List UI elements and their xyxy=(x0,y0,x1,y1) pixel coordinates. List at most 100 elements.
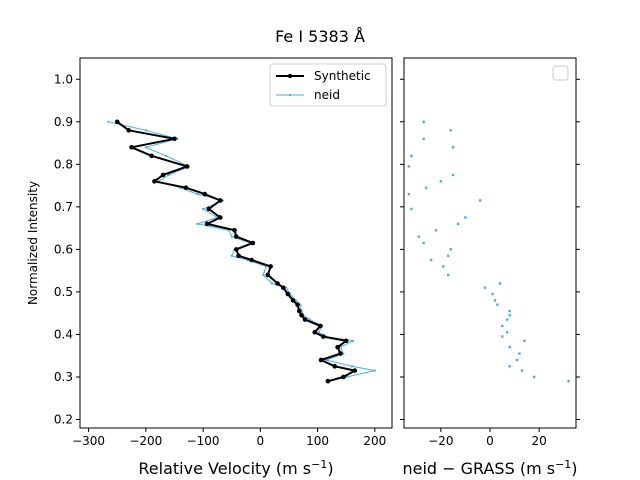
residual-point-33 xyxy=(439,180,443,183)
main-plot-frame xyxy=(79,57,393,429)
neid-series-line xyxy=(108,121,376,382)
chart-title-text: Fe I 5383 Å xyxy=(275,27,365,46)
x-axis-label-right: neid − GRASS (m s−1) xyxy=(402,458,577,478)
synthetic-point-5 xyxy=(338,351,343,356)
residual-point-19 xyxy=(447,273,450,277)
residual-point-31 xyxy=(407,192,411,196)
legend-neid-label: neid xyxy=(314,88,340,102)
neid-point-27 xyxy=(196,222,199,225)
neid-point-2 xyxy=(373,369,376,372)
neid-point-26 xyxy=(227,229,230,232)
residual-legend-box xyxy=(552,65,569,81)
synthetic-point-27 xyxy=(204,221,210,227)
neid-point-14 xyxy=(299,303,302,306)
synthetic-point-8 xyxy=(321,334,326,339)
neid-point-28 xyxy=(216,216,219,219)
synthetic-point-37 xyxy=(129,145,134,150)
synthetic-point-22 xyxy=(236,253,241,259)
residual-plot-panel: −20 0 20 neid − GRASS (m s−1) xyxy=(400,57,580,478)
neid-point-30 xyxy=(222,199,225,202)
main-plot-panel: −300 −200 −100 0 100 200 0.20.30.40.50.60.70.… xyxy=(26,57,393,478)
residual-point-17 xyxy=(483,286,487,289)
legend-synthetic-marker xyxy=(287,73,293,79)
chart-title: Fe I 5383 Å xyxy=(275,27,365,46)
residual-point-16 xyxy=(491,292,494,296)
synthetic-point-6 xyxy=(335,344,340,350)
synthetic-point-13 xyxy=(296,308,302,314)
residual-x-tick-label-1: 0 xyxy=(486,434,494,448)
residual-point-6 xyxy=(508,345,511,349)
synthetic-point-10 xyxy=(318,323,323,329)
neid-point-31 xyxy=(196,193,199,196)
neid-point-20 xyxy=(265,265,268,268)
x-tick-label-2: −100 xyxy=(187,434,220,448)
residual-point-38 xyxy=(422,137,425,141)
neid-point-21 xyxy=(246,259,249,262)
residual-point-4 xyxy=(515,358,519,362)
main-plot-data xyxy=(107,119,376,384)
residual-point-18 xyxy=(498,282,502,285)
residual-point-21 xyxy=(429,258,433,262)
residual-point-25 xyxy=(417,235,420,238)
residual-point-8 xyxy=(501,335,504,338)
synthetic-point-4 xyxy=(318,357,324,363)
residual-point-30 xyxy=(478,199,482,202)
neid-point-40 xyxy=(107,120,110,123)
synthetic-point-12 xyxy=(299,312,304,318)
synthetic-point-16 xyxy=(285,291,291,297)
residual-point-27 xyxy=(456,222,460,226)
y-tick-label-5: 0.7 xyxy=(54,200,73,214)
y-tick-label-3: 0.5 xyxy=(54,285,73,299)
synthetic-point-24 xyxy=(250,240,256,246)
neid-point-38 xyxy=(176,137,179,140)
synthetic-point-1 xyxy=(341,374,346,380)
synthetic-point-7 xyxy=(343,338,349,344)
synthetic-point-28 xyxy=(217,215,223,220)
residual-point-14 xyxy=(496,303,499,306)
residual-point-23 xyxy=(449,248,452,251)
residual-point-35 xyxy=(407,165,411,168)
neid-point-5 xyxy=(342,352,345,355)
residual-plot-data xyxy=(407,120,570,383)
neid-point-34 xyxy=(167,173,170,176)
synthetic-point-2 xyxy=(352,368,358,373)
synthetic-point-30 xyxy=(217,198,223,203)
synthetic-point-14 xyxy=(295,302,300,307)
residual-point-28 xyxy=(464,216,467,219)
residual-point-12 xyxy=(508,314,511,317)
synthetic-point-31 xyxy=(202,191,208,197)
synthetic-point-26 xyxy=(232,227,237,233)
y-tick-label-8: 1.0 xyxy=(54,72,73,86)
x-tick-label-1: −200 xyxy=(129,434,162,448)
synthetic-point-23 xyxy=(233,247,239,252)
synthetic-point-19 xyxy=(265,272,271,278)
residual-point-37 xyxy=(451,146,455,149)
neid-point-36 xyxy=(164,154,167,157)
y-tick-label-2: 0.4 xyxy=(54,327,73,341)
residual-point-1 xyxy=(533,375,536,379)
synthetic-point-11 xyxy=(302,317,308,322)
neid-point-32 xyxy=(179,186,182,189)
residual-point-9 xyxy=(506,331,509,334)
residual-point-7 xyxy=(523,339,526,343)
main-plot-x-ticks: −300 −200 −100 0 100 200 xyxy=(72,428,386,448)
residual-plot-frame xyxy=(403,57,577,429)
residual-point-40 xyxy=(422,120,425,123)
neid-point-3 xyxy=(350,365,353,368)
y-tick-label-7: 0.9 xyxy=(54,115,73,129)
main-plot-y-ticks: 0.2 0.3 0.4 0.5 0.6 0.7 0.8 0.9 1.0 xyxy=(54,72,80,426)
residual-point-29 xyxy=(410,207,413,211)
x-axis-label-left: Relative Velocity (m s−1) xyxy=(138,458,333,478)
neid-point-1 xyxy=(345,375,348,378)
synthetic-point-18 xyxy=(275,281,280,286)
residual-plot-x-ticks: −20 0 20 xyxy=(428,428,547,448)
x-tick-label-0: −300 xyxy=(72,434,105,448)
neid-point-22 xyxy=(230,254,233,257)
y-axis-label: Normalized Intensity xyxy=(26,181,40,305)
synthetic-point-38 xyxy=(172,136,177,142)
synthetic-point-0 xyxy=(325,378,331,384)
neid-point-11 xyxy=(308,318,311,321)
neid-point-25 xyxy=(230,235,233,238)
residual-plot-y-ticks xyxy=(400,78,580,420)
